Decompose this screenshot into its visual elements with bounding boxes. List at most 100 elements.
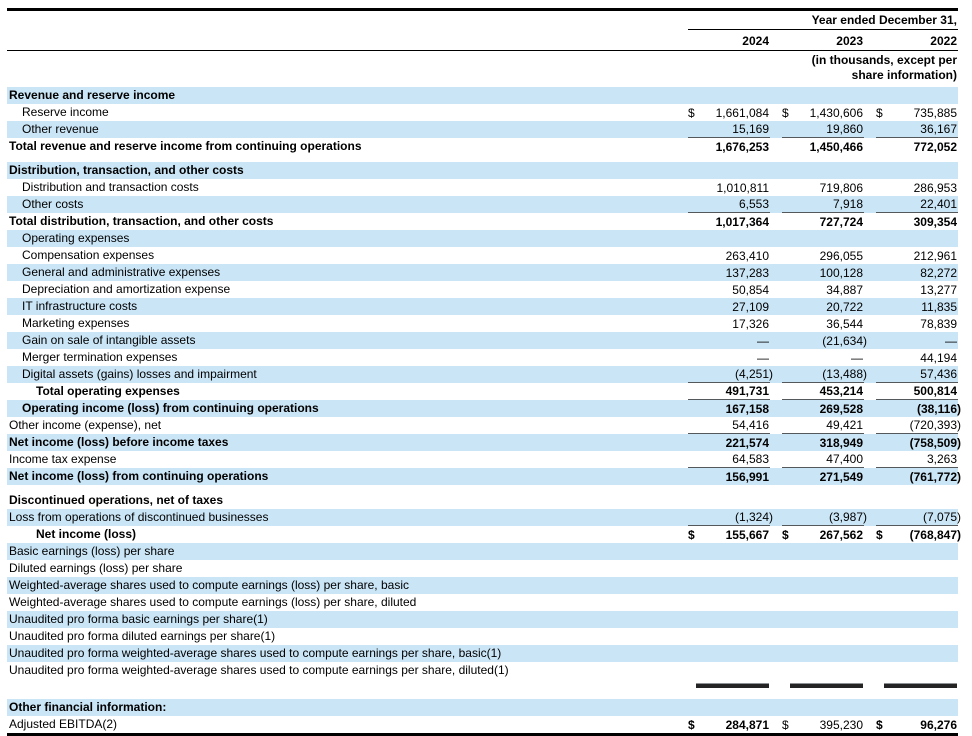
value-cells: — — 44,194 bbox=[688, 349, 958, 366]
value-cell-2022 bbox=[876, 577, 958, 594]
value-cell-2022: 36,167 bbox=[876, 121, 958, 138]
value: 64,583 bbox=[732, 452, 769, 466]
value-cell-2024 bbox=[688, 492, 770, 509]
value-cell-2024 bbox=[688, 543, 770, 560]
table-row: Total distribution, transaction, and oth… bbox=[7, 213, 958, 230]
value: 156,991 bbox=[725, 469, 769, 484]
value-cells: $284,871 $395,230 $96,276 bbox=[688, 716, 958, 733]
value-cell-2023: $1,430,606 bbox=[782, 104, 864, 121]
table-row: Net income (loss) before income taxes 221… bbox=[7, 434, 961, 451]
dollar-sign: $ bbox=[782, 717, 789, 732]
value-cells: 64,583 47,400 3,263 bbox=[688, 451, 958, 468]
value-cell-2023: 727,724 bbox=[782, 213, 864, 230]
income-statement-table: Year ended December 31, 2024 2023 2022 (… bbox=[7, 8, 961, 736]
value: 36,167 bbox=[920, 122, 957, 136]
double-rule-row bbox=[7, 679, 958, 692]
row-label: Distribution and transaction costs bbox=[22, 180, 199, 194]
table-row: Digital assets (gains) losses and impair… bbox=[7, 366, 958, 383]
value: 96,276 bbox=[920, 717, 957, 732]
row-label: Basic earnings (loss) per share bbox=[9, 544, 175, 558]
table-row: Compensation expenses 263,410 296,055 212,9… bbox=[7, 247, 958, 264]
value-cells bbox=[688, 594, 958, 611]
value: 13,277 bbox=[920, 282, 957, 297]
value: 49,421 bbox=[826, 418, 863, 432]
dollar-sign: $ bbox=[782, 527, 789, 542]
table-row: Revenue and reserve income bbox=[7, 87, 958, 104]
value: 44,194 bbox=[920, 350, 957, 365]
row-label: Depreciation and amortization expense bbox=[22, 282, 231, 296]
value: 318,949 bbox=[819, 435, 863, 450]
year-column-2024: 2024 bbox=[742, 33, 769, 48]
value: 19,860 bbox=[826, 122, 863, 136]
row-label: Other revenue bbox=[22, 122, 99, 136]
value-cell-2023 bbox=[782, 87, 864, 104]
value-cell-2023: — bbox=[782, 349, 864, 366]
row-label: Weighted-average shares used to compute … bbox=[9, 578, 409, 592]
year-column-2023: 2023 bbox=[836, 33, 863, 48]
table-row: Discontinued operations, net of taxes bbox=[7, 492, 958, 509]
table-row: Unaudited pro forma basic earnings per s… bbox=[7, 611, 958, 628]
value-cell-2023 bbox=[782, 543, 864, 560]
value-cells: $155,667 $267,562 $ (768,847) bbox=[688, 526, 961, 543]
value: (13,488) bbox=[822, 367, 867, 381]
value-cell-2022 bbox=[876, 611, 958, 628]
value: 772,052 bbox=[913, 139, 957, 154]
value: 34,887 bbox=[826, 282, 863, 297]
value-cells: 491,731 453,214 500,814 bbox=[688, 383, 958, 400]
value: 155,667 bbox=[725, 527, 769, 542]
value: 17,326 bbox=[732, 316, 769, 331]
value-cell-2023 bbox=[782, 230, 864, 247]
value-cell-2024 bbox=[688, 230, 770, 247]
value-cells: 15,169 19,860 36,167 bbox=[688, 121, 958, 138]
value-cell-2022 bbox=[876, 699, 958, 716]
value-cell-2022: 309,354 bbox=[876, 213, 958, 230]
value-cells bbox=[688, 628, 958, 645]
double-rule bbox=[696, 683, 769, 688]
value-cells: (4,251) (13,488) 57,436 bbox=[688, 366, 958, 383]
value-cell-2023: 100,128 bbox=[782, 264, 864, 281]
value-cell-2024 bbox=[688, 87, 770, 104]
double-rule bbox=[884, 683, 957, 688]
value: 263,410 bbox=[725, 248, 769, 263]
value-cells: 1,017,364 727,724 309,354 bbox=[688, 213, 958, 230]
row-label: Adjusted EBITDA(2) bbox=[9, 717, 118, 731]
row-label: Distribution, transaction, and other cos… bbox=[9, 163, 244, 177]
value-cell-2024: 50,854 bbox=[688, 281, 770, 298]
value-cell-2024: 54,416 bbox=[688, 417, 770, 434]
row-label: Other income (expense), net bbox=[9, 418, 162, 432]
value: 395,230 bbox=[819, 717, 863, 732]
row-label: Revenue and reserve income bbox=[9, 88, 176, 102]
value-cells: 1,676,253 1,450,466 772,052 bbox=[688, 138, 958, 155]
value-cell-2022: 78,839 bbox=[876, 315, 958, 332]
table-row: Net income (loss) $155,667 $267,562 $ (768,8… bbox=[7, 526, 961, 543]
value-cell-2024: 1,017,364 bbox=[688, 213, 770, 230]
table-row: Adjusted EBITDA(2) $284,871 $395,230 $96,27… bbox=[7, 716, 958, 733]
value-cell-2022: (38,116) bbox=[876, 400, 961, 417]
value-cell-2024 bbox=[688, 577, 770, 594]
table-row: General and administrative expenses 137,2… bbox=[7, 264, 958, 281]
row-label: Unaudited pro forma basic earnings per s… bbox=[9, 612, 268, 626]
value-cell-2023: 19,860 bbox=[782, 121, 864, 138]
table-row: Loss from operations of discontinued bus… bbox=[7, 509, 961, 526]
value-cell-2023: 20,722 bbox=[782, 298, 864, 315]
value-cells: $1,661,084 $1,430,606 $735,885 bbox=[688, 104, 958, 121]
value-cell-2022: 82,272 bbox=[876, 264, 958, 281]
value: 15,169 bbox=[732, 122, 769, 136]
value: (4,251) bbox=[734, 367, 773, 381]
table-row: Distribution, transaction, and other cos… bbox=[7, 162, 958, 179]
value: — bbox=[851, 350, 863, 365]
value-cells bbox=[688, 162, 958, 179]
value: 1,661,084 bbox=[715, 105, 769, 120]
value-cell-2024: $1,661,084 bbox=[688, 104, 770, 121]
value-cell-2024: 17,326 bbox=[688, 315, 770, 332]
row-label: Reserve income bbox=[22, 105, 109, 119]
value-cells bbox=[688, 645, 958, 662]
value-cells bbox=[688, 230, 958, 247]
row-label: Loss from operations of discontinued bus… bbox=[9, 510, 269, 524]
value-cell-2022 bbox=[876, 560, 958, 577]
value-cell-2022 bbox=[876, 679, 958, 688]
value: 221,574 bbox=[725, 435, 769, 450]
value-cells: 156,991 271,549 (761,772) bbox=[688, 468, 961, 485]
value-cell-2023: (3,987) bbox=[782, 509, 867, 526]
value-cell-2024: 64,583 bbox=[688, 451, 770, 468]
